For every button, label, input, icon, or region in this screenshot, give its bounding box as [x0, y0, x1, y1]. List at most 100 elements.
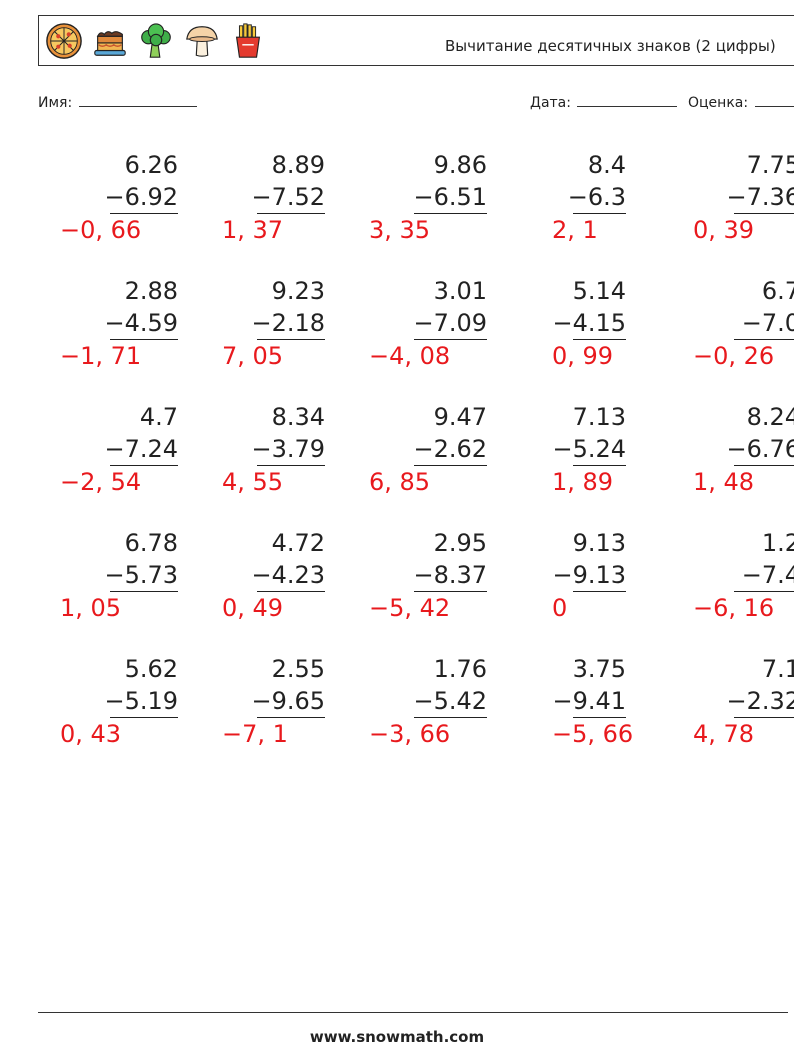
subtrahend: −7.36 [726, 183, 794, 211]
answer: −3, 66 [369, 720, 451, 748]
answer: 0, 39 [693, 216, 755, 244]
answer-rule [110, 339, 178, 340]
subtrahend: −5.19 [104, 687, 178, 715]
pizza-icon [46, 23, 82, 59]
answer-rule [257, 591, 325, 592]
answer-rule [573, 339, 626, 340]
problem-2: 8.89 −7.52 1, 37 [175, 150, 325, 270]
problem-16: 6.78 −5.73 1, 05 [28, 528, 178, 648]
subtrahend: −7.4 [741, 561, 794, 589]
problem-3: 9.86 −6.51 3, 35 [337, 150, 487, 270]
answer-rule [734, 591, 794, 592]
answer: 0, 43 [60, 720, 122, 748]
answer-rule [573, 717, 626, 718]
broccoli-icon [141, 23, 171, 58]
problem-10: 6.7 −7.0 −0, 26 [650, 276, 794, 396]
answer-rule [414, 717, 487, 718]
problem-4: 8.4 −6.3 2, 1 [476, 150, 626, 270]
answer-rule [414, 213, 487, 214]
subtrahend: −6.76 [726, 435, 794, 463]
header-icons [45, 22, 267, 60]
subtrahend: −5.42 [413, 687, 487, 715]
minuend: 1.2 [761, 529, 794, 557]
answer-rule [110, 717, 178, 718]
name-field: Имя: [38, 93, 197, 111]
problem-21: 5.62 −5.19 0, 43 [28, 654, 178, 774]
subtrahend: −7.09 [413, 309, 487, 337]
subtrahend: −4.23 [251, 561, 325, 589]
answer: 2, 1 [552, 216, 598, 244]
answer: −0, 26 [693, 342, 775, 370]
minuend: 6.26 [124, 151, 178, 179]
problem-9: 5.14 −4.15 0, 99 [476, 276, 626, 396]
subtrahend: −6.92 [104, 183, 178, 211]
answer: 1, 37 [222, 216, 284, 244]
subtrahend: −6.51 [413, 183, 487, 211]
answer: 3, 35 [369, 216, 431, 244]
subtrahend: −6.3 [567, 183, 626, 211]
answer: −6, 16 [693, 594, 775, 622]
problem-23: 1.76 −5.42 −3, 66 [337, 654, 487, 774]
name-line [78, 93, 197, 107]
problem-15: 8.24 −6.76 1, 48 [650, 402, 794, 522]
minuend: 8.4 [587, 151, 626, 179]
answer: 1, 48 [693, 468, 755, 496]
problem-20: 1.2 −7.4 −6, 16 [650, 528, 794, 648]
minuend: 2.55 [271, 655, 325, 683]
minuend: 9.47 [433, 403, 487, 431]
answer-rule [110, 465, 178, 466]
answer-rule [734, 339, 794, 340]
mushroom-icon [186, 26, 218, 57]
answer-rule [257, 339, 325, 340]
answer-rule [573, 465, 626, 466]
answer-rule [110, 591, 178, 592]
date-field: Дата: [530, 93, 678, 111]
answer: −0, 66 [60, 216, 142, 244]
answer-rule [257, 213, 325, 214]
answer-rule [257, 717, 325, 718]
fries-icon [235, 23, 261, 58]
grade-line [754, 93, 794, 107]
subtrahend: −9.65 [251, 687, 325, 715]
footer-site: www.snowmath.com [309, 1028, 485, 1046]
problem-7: 9.23 −2.18 7, 05 [175, 276, 325, 396]
subtrahend: −7.24 [104, 435, 178, 463]
problem-24: 3.75 −9.41 −5, 66 [476, 654, 633, 774]
subtrahend: −5.24 [552, 435, 626, 463]
answer: 0 [552, 594, 568, 622]
footer-divider [38, 1012, 788, 1013]
answer: −1, 71 [60, 342, 142, 370]
answer: 4, 78 [693, 720, 755, 748]
minuend: 9.86 [433, 151, 487, 179]
subtrahend: −2.18 [251, 309, 325, 337]
answer: 1, 89 [552, 468, 614, 496]
problem-18: 2.95 −8.37 −5, 42 [337, 528, 487, 648]
subtrahend: −9.41 [552, 687, 626, 715]
minuend: 5.14 [572, 277, 626, 305]
answer: −7, 1 [222, 720, 288, 748]
subtrahend: −7.0 [741, 309, 794, 337]
answer: 1, 05 [60, 594, 122, 622]
minuend: 4.72 [271, 529, 325, 557]
minuend: 1.76 [433, 655, 487, 683]
minuend: 2.95 [433, 529, 487, 557]
date-line [577, 93, 678, 107]
problem-17: 4.72 −4.23 0, 49 [175, 528, 325, 648]
subtrahend: −8.37 [413, 561, 487, 589]
answer-rule [734, 717, 794, 718]
subtrahend: −3.79 [251, 435, 325, 463]
subtrahend: −4.15 [552, 309, 626, 337]
answer-rule [734, 465, 794, 466]
minuend: 7.13 [572, 403, 626, 431]
minuend: 2.88 [124, 277, 178, 305]
minuend: 4.7 [139, 403, 178, 431]
minuend: 6.7 [761, 277, 794, 305]
worksheet-title: Вычитание десятичных знаков (2 цифры) [445, 37, 776, 55]
answer: 0, 49 [222, 594, 284, 622]
minuend: 9.13 [572, 529, 626, 557]
answer: 7, 05 [222, 342, 284, 370]
subtrahend: −2.62 [413, 435, 487, 463]
minuend: 3.75 [572, 655, 626, 683]
minuend: 6.78 [124, 529, 178, 557]
date-label: Дата: [530, 95, 571, 111]
